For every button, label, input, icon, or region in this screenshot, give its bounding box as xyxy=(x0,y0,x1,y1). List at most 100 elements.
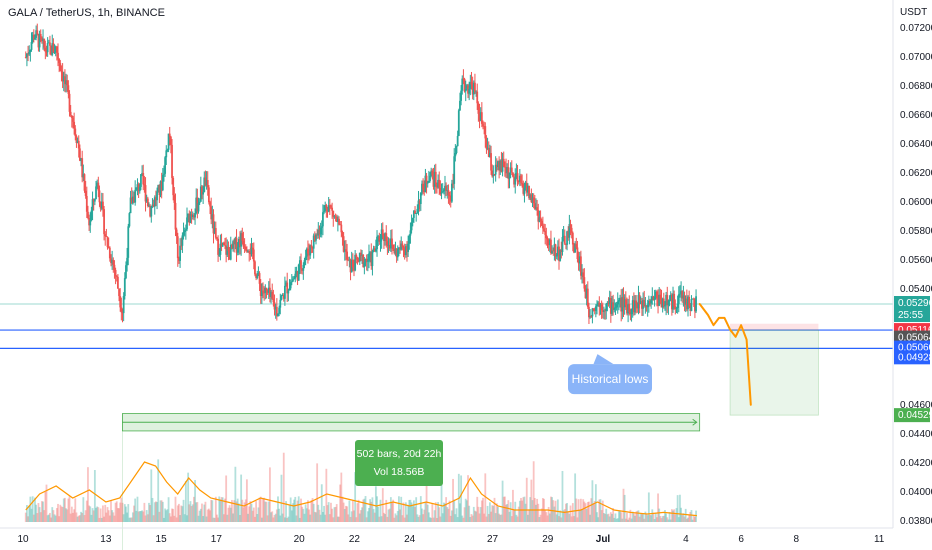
candle-body xyxy=(691,298,694,300)
candle-body xyxy=(296,271,299,281)
candle-body xyxy=(311,247,314,249)
candle-body xyxy=(93,198,96,202)
candle-body xyxy=(437,179,439,188)
candle-body xyxy=(65,80,67,85)
time-axis-tick: 29 xyxy=(542,534,554,545)
candle-body xyxy=(75,136,78,144)
candle-body xyxy=(545,234,548,239)
volume-bar xyxy=(237,503,240,522)
volume-bar xyxy=(358,513,361,522)
candle-body xyxy=(647,300,650,305)
volume-bar xyxy=(603,513,605,522)
candle-body xyxy=(137,184,140,192)
volume-bar xyxy=(661,516,664,522)
volume-bar xyxy=(203,504,206,522)
volume-bar xyxy=(225,475,228,522)
candle-body xyxy=(35,30,38,38)
time-axis[interactable]: 10 13 15 17 20 22 24 27 29 Jul 4 6 8 11 xyxy=(17,534,884,545)
volume-bar xyxy=(393,517,396,522)
volume-bar xyxy=(654,513,657,522)
candle-body xyxy=(667,300,670,306)
volume-bar xyxy=(243,502,246,522)
volume-bar xyxy=(568,513,571,522)
candle-body xyxy=(249,252,252,255)
volume-bar xyxy=(681,515,684,522)
candle-body xyxy=(622,297,625,308)
candle-body xyxy=(636,303,639,309)
volume-bar xyxy=(531,500,534,522)
candle-body xyxy=(285,282,287,286)
volume-bar xyxy=(597,517,600,522)
volume-bar xyxy=(194,480,196,522)
candle-body xyxy=(687,296,689,310)
volume-bar xyxy=(324,514,327,522)
candle-body xyxy=(160,181,163,191)
volume-bar xyxy=(687,517,689,522)
volume-bar xyxy=(116,508,119,522)
volume-bar xyxy=(449,515,452,522)
volume-bar xyxy=(171,508,173,522)
candle-body xyxy=(50,45,52,55)
volume-bar xyxy=(447,508,450,522)
volume-bar xyxy=(378,516,381,522)
volume-bar xyxy=(227,507,230,522)
volume-bar xyxy=(29,496,32,522)
volume-bar xyxy=(366,511,369,522)
candle-body xyxy=(486,147,489,149)
candle-body xyxy=(210,206,213,220)
candle-body xyxy=(266,290,269,293)
candle-body xyxy=(586,288,589,307)
candle-body xyxy=(119,296,122,308)
volume-bar xyxy=(601,500,604,522)
volume-bar xyxy=(235,501,238,522)
candle-body xyxy=(62,76,65,82)
volume-bar xyxy=(102,505,104,522)
volume-bar xyxy=(574,473,577,522)
volume-bar xyxy=(589,514,592,522)
candle-body xyxy=(452,183,454,185)
candle-body xyxy=(417,200,420,209)
candle-body xyxy=(300,260,302,269)
volume-bar xyxy=(446,507,449,522)
candle-body xyxy=(286,282,289,294)
candle-body xyxy=(606,302,609,304)
volume-bar xyxy=(623,494,626,522)
candle-body xyxy=(196,197,199,212)
candle-body xyxy=(651,296,654,301)
candle-body xyxy=(263,292,266,294)
candle-body xyxy=(307,248,309,254)
volume-bar xyxy=(419,496,422,522)
volume-bar xyxy=(455,508,458,522)
volume-bar xyxy=(42,501,44,522)
volume-bar xyxy=(616,518,619,522)
candle-body xyxy=(674,306,677,309)
candle-body xyxy=(320,226,323,228)
candle-body xyxy=(537,210,540,222)
candle-body xyxy=(498,161,501,171)
candle-body xyxy=(36,30,39,35)
volume-bar xyxy=(106,507,109,522)
candle-body xyxy=(326,208,329,212)
volume-bar xyxy=(245,479,248,522)
candle-body xyxy=(214,228,217,238)
volume-bar xyxy=(136,496,139,522)
candle-body xyxy=(456,135,459,147)
candle-body xyxy=(462,78,465,80)
candle-body xyxy=(457,110,460,136)
candle-body xyxy=(136,184,139,188)
candle-body xyxy=(576,247,579,260)
candle-body xyxy=(152,204,155,207)
volume-bars xyxy=(24,452,697,522)
candle-body xyxy=(190,214,193,217)
volume-bar xyxy=(445,497,448,522)
candle-body xyxy=(248,251,251,253)
candle-body xyxy=(544,231,547,235)
volume-bar xyxy=(188,504,191,522)
candle-body xyxy=(239,239,241,247)
volume-bar xyxy=(433,510,436,522)
candle-body xyxy=(459,100,461,111)
volume-bar xyxy=(527,514,529,522)
